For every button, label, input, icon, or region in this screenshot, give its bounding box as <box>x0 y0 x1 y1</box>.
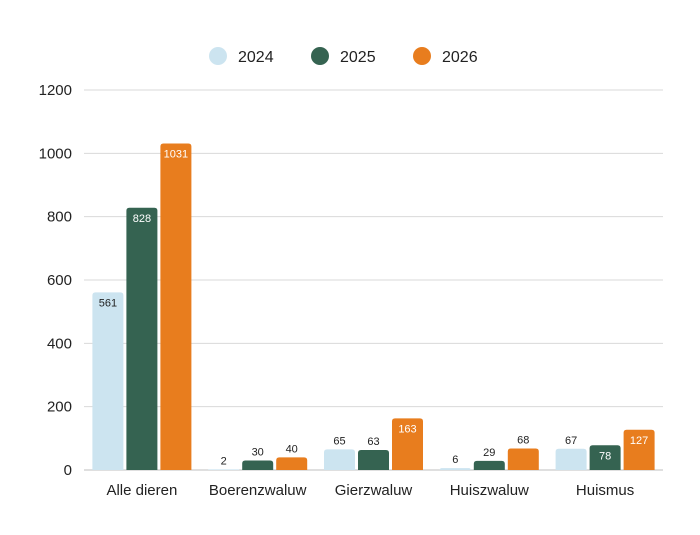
bar-2026-boerenzwaluw <box>276 457 308 470</box>
data-label: 2 <box>221 455 227 467</box>
bar-2025-boerenzwaluw <box>242 460 274 470</box>
bar-2024-huismus <box>555 448 587 470</box>
x-axis-ticks: Alle dieren Boerenzwaluw Gierzwaluw Huiszwa… <box>106 482 634 499</box>
y-axis-ticks: 0 200 400 600 800 1000 1200 <box>39 82 72 479</box>
data-label: 67 <box>565 435 577 447</box>
y-tick-label: 1200 <box>39 82 72 99</box>
data-label: 30 <box>252 447 264 459</box>
data-label: 828 <box>133 213 151 225</box>
bar-2025-huismus <box>589 445 621 470</box>
chart-legend: 2024 2025 2026 <box>209 47 478 66</box>
x-tick-label: Alle dieren <box>106 482 177 499</box>
bar-2026-huiszwaluw <box>507 448 539 470</box>
legend-swatch-2024 <box>209 47 227 65</box>
data-label: 40 <box>286 443 298 455</box>
bars <box>92 143 655 471</box>
x-tick-label: Huismus <box>576 482 634 499</box>
bar-2025-huiszwaluw <box>473 460 505 470</box>
data-label: 68 <box>517 434 529 446</box>
y-tick-label: 600 <box>47 272 72 289</box>
bar-2025-gierzwaluw <box>358 450 389 470</box>
y-tick-label: 800 <box>47 209 72 226</box>
bar-2024-gierzwaluw <box>324 449 355 470</box>
x-tick-label: Gierzwaluw <box>335 482 413 499</box>
bar-2026-alle-dieren <box>160 143 192 470</box>
legend-swatch-2025 <box>311 47 329 65</box>
data-label: 561 <box>99 297 117 309</box>
data-label: 29 <box>483 447 495 459</box>
bar-2024-huiszwaluw <box>439 468 471 470</box>
x-tick-label: Huiszwaluw <box>450 482 529 499</box>
bar-2024-boerenzwaluw <box>208 469 240 470</box>
data-labels: 561 828 1031 2 30 40 65 63 163 6 29 68 67 78 127 <box>99 149 649 468</box>
data-label: 1031 <box>164 149 188 161</box>
y-tick-label: 0 <box>64 462 72 479</box>
legend-label-2024: 2024 <box>238 49 274 66</box>
data-label: 65 <box>333 435 345 447</box>
y-tick-label: 200 <box>47 399 72 416</box>
x-tick-label: Boerenzwaluw <box>209 482 307 499</box>
legend-swatch-2026 <box>413 47 431 65</box>
data-label: 163 <box>398 423 416 435</box>
y-tick-label: 400 <box>47 335 72 352</box>
data-label: 6 <box>452 454 458 466</box>
legend-label-2025: 2025 <box>340 49 376 66</box>
data-label: 63 <box>367 436 379 448</box>
bar-2026-huismus <box>623 429 655 470</box>
y-tick-label: 1000 <box>39 145 72 162</box>
data-label: 127 <box>630 435 648 447</box>
legend-label-2026: 2026 <box>442 49 478 66</box>
data-label: 78 <box>599 450 611 462</box>
bar-2025-alle-dieren <box>126 207 158 471</box>
bar-2024-alle-dieren <box>92 292 124 470</box>
bar-2026-gierzwaluw <box>392 418 423 470</box>
